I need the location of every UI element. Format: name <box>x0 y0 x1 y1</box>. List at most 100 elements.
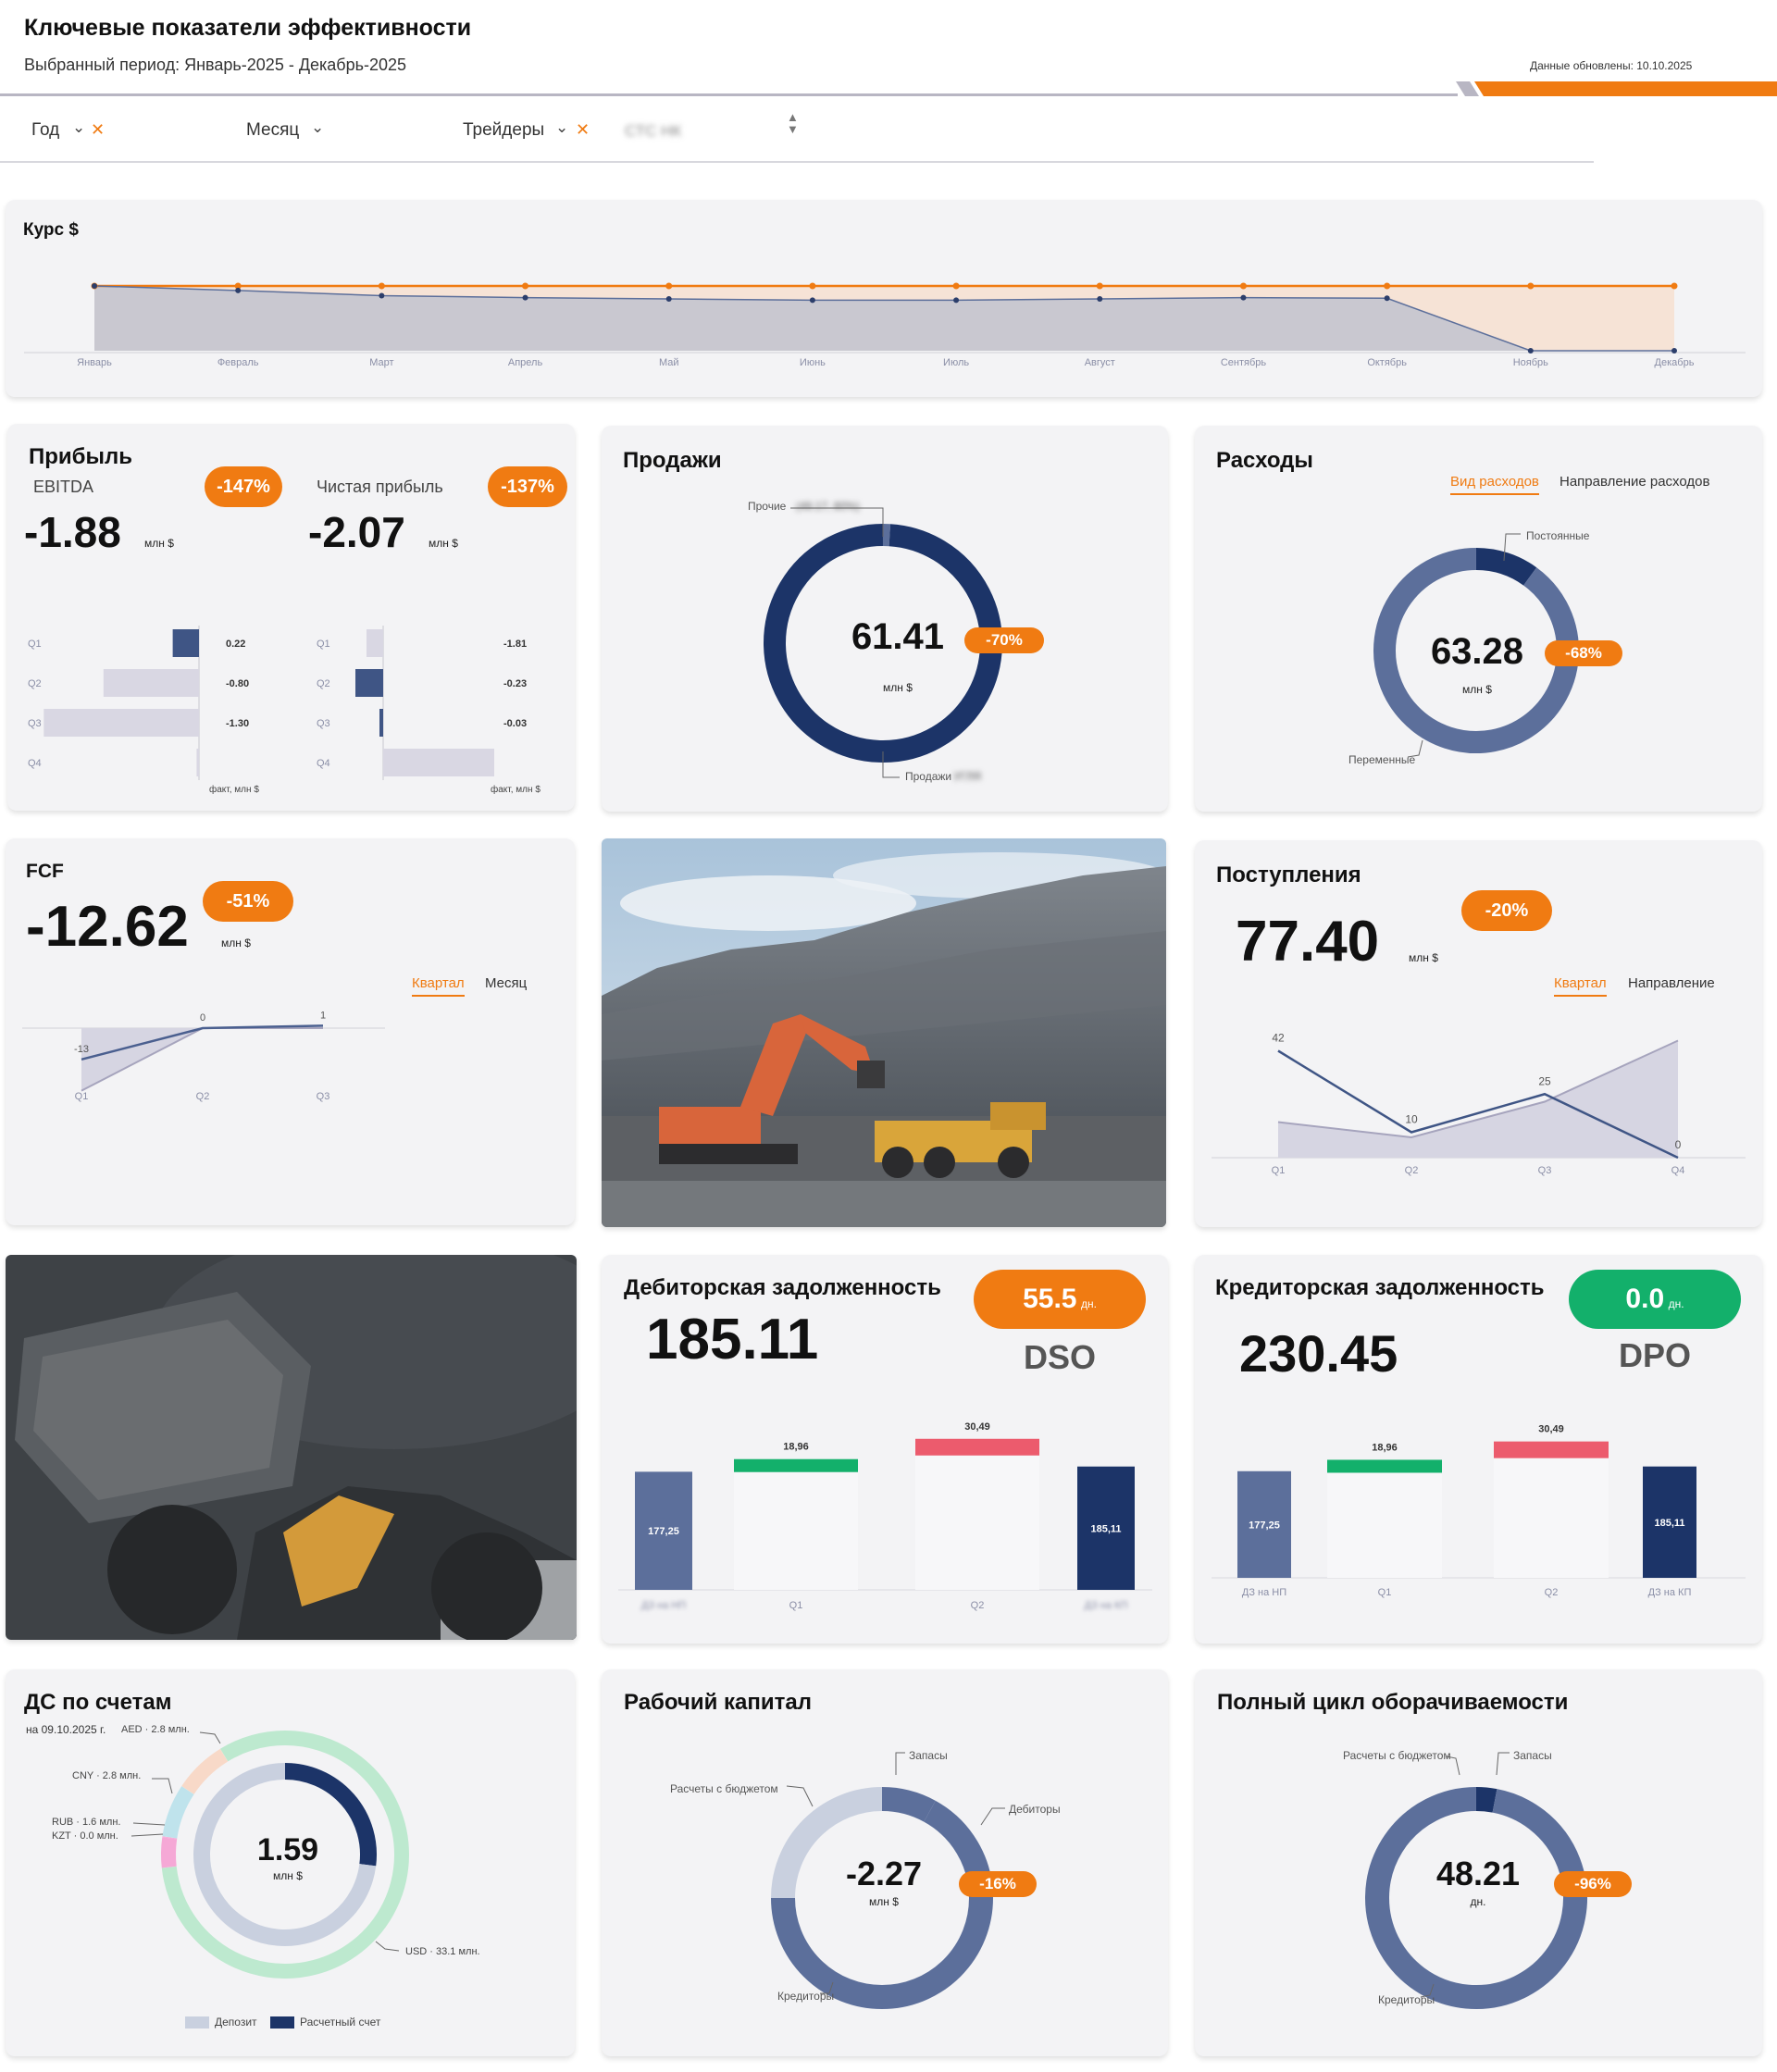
month-tick-label: Февраль <box>217 357 259 368</box>
excavator-illustration <box>602 838 1166 1227</box>
dpo-unit: дн. <box>1668 1297 1684 1310</box>
label-leader <box>882 751 900 778</box>
cycle-label-budget: Расчеты с бюджетом <box>1343 1749 1451 1762</box>
waterfall-bar-value: 185,11 <box>1654 1518 1684 1529</box>
expenses-label-constant: Постоянные <box>1526 529 1590 542</box>
ebitda-label: EBITDA <box>33 478 94 496</box>
fact-area <box>94 286 1674 351</box>
receipts-change-badge: -20% <box>1461 890 1552 931</box>
net-profit-bar-value: -0.23 <box>503 678 527 689</box>
cash-account-slice <box>284 1763 377 1867</box>
chevron-down-icon[interactable]: ⌄ <box>311 118 325 136</box>
plan-area <box>1278 1040 1678 1158</box>
waterfall-bar-value: 185,11 <box>1090 1523 1121 1534</box>
quarter-label: Q3 <box>28 718 42 729</box>
exchange-rate-card: Курс $ Январь Февраль Март Апрель Май Июнь Июл… <box>6 200 1762 397</box>
exchange-rate-chart: Январь Февраль Март Апрель Май Июнь Июль Август… <box>24 282 1746 368</box>
label-leader <box>786 1785 814 1807</box>
label-leader <box>152 1778 173 1794</box>
wc-slice <box>771 1787 883 1899</box>
cash-currency-slice <box>162 1786 194 1839</box>
filter-traders[interactable]: Трейдеры ⌄ ✕ СТС НК ▲ ▼ <box>463 111 814 146</box>
ebitda-bar <box>103 669 199 697</box>
expenses-card: Расходы Вид расходов Направление расходо… <box>1195 426 1762 812</box>
plan-point <box>234 282 242 290</box>
receipts-chart: 42 10 25 0 Q1 Q2 Q3 Q4 <box>1212 1032 1746 1176</box>
tab-receipts-quarter[interactable]: Квартал <box>1554 975 1607 997</box>
net-profit-bar-value: -0.03 <box>503 718 527 729</box>
waterfall-bar-value: 18,96 <box>783 1442 809 1453</box>
wc-slice <box>771 1897 993 2009</box>
tab-expense-direction[interactable]: Направление расходов <box>1560 474 1710 490</box>
label-leader <box>375 1941 400 1952</box>
card-title: Полный цикл оборачиваемости <box>1217 1690 1569 1715</box>
plan-area <box>81 1028 323 1091</box>
selected-period: Выбранный период: Январь-2025 - Декабрь-… <box>24 56 407 74</box>
tab-fcf-quarter[interactable]: Квартал <box>412 975 465 997</box>
net-profit-value: -2.07 <box>308 508 405 556</box>
ebitda-value: -1.88 <box>24 508 121 556</box>
chevron-down-icon[interactable]: ⌄ <box>72 118 86 136</box>
plan-point <box>1527 282 1535 290</box>
sales-label-sales: Продажи <box>905 770 952 783</box>
fcf-unit: млн $ <box>221 937 251 949</box>
tab-expense-type[interactable]: Вид расходов <box>1450 474 1539 495</box>
fcf-chart: -13 0 1 Q1 Q2 Q3 <box>22 1010 385 1102</box>
receipts-point-label: 25 <box>1538 1074 1551 1087</box>
working-capital-unit: млн $ <box>869 1895 899 1908</box>
ebitda-bar <box>43 709 199 737</box>
label-leader <box>980 1807 1005 1826</box>
fact-point <box>92 283 97 289</box>
dso-unit: дн. <box>1080 1297 1097 1310</box>
receivables-card: Дебиторская задолженность 185.11 55.5 дн… <box>602 1255 1168 1644</box>
fact-point <box>1097 296 1103 302</box>
clear-year-icon[interactable]: ✕ <box>91 120 106 139</box>
sales-change-badge: -70% <box>964 627 1044 653</box>
tab-fcf-month[interactable]: Месяц <box>485 975 528 991</box>
waterfall-category-label: Q1 <box>789 1600 803 1611</box>
sales-value: 61.41 <box>851 616 945 657</box>
label-leader <box>895 1752 905 1775</box>
card-title: Прибыль <box>29 444 132 469</box>
receipts-point-label: 0 <box>1675 1138 1682 1151</box>
ebitda-unit: млн $ <box>144 537 174 550</box>
waterfall-category-label: Q2 <box>1545 1587 1559 1598</box>
clear-traders-icon[interactable]: ✕ <box>576 120 590 139</box>
tab-receipts-direction[interactable]: Направление <box>1628 975 1715 991</box>
waterfall-bar <box>1237 1470 1291 1578</box>
legend-deposit: Депозит <box>185 2016 257 2029</box>
plan-point <box>1239 282 1247 290</box>
cycle-change-badge: -96% <box>1554 1871 1632 1897</box>
waterfall-category-label: ДЗ на НП <box>641 1600 686 1611</box>
chevron-down-icon[interactable]: ⌄ <box>555 118 569 136</box>
dso-badge: 55.5 дн. <box>974 1270 1146 1329</box>
filter-divider <box>0 161 1594 163</box>
filter-year[interactable]: Год ⌄ ✕ <box>31 118 115 146</box>
ebitda-bar-value: -1.30 <box>226 718 249 729</box>
ebitda-change-badge: -147% <box>205 466 282 507</box>
label-leader <box>1503 533 1521 562</box>
sort-icon[interactable]: ▲ ▼ <box>787 110 799 136</box>
turnover-cycle-card: Полный цикл оборачиваемости 48.21 дн. -9… <box>1195 1669 1762 2056</box>
label-leader <box>1407 739 1423 758</box>
filter-month[interactable]: Месяц ⌄ <box>246 118 339 146</box>
month-tick-label: Май <box>659 357 679 368</box>
waterfall-gap <box>915 1455 1039 1590</box>
cash-currency-slice <box>181 1748 229 1795</box>
fact-line <box>93 285 1674 352</box>
payables-card: Кредиторская задолженность 230.45 0.0 дн… <box>1195 1255 1762 1644</box>
label-leader <box>790 507 884 537</box>
label-leader <box>820 1981 834 1994</box>
legend-deposit-swatch <box>185 2016 209 2029</box>
cash-currency-slice <box>161 1731 409 1979</box>
fcf-card: FCF -12.62 млн $ -51% Квартал Месяц -13 0… <box>6 838 575 1225</box>
legend-deposit-label: Депозит <box>215 2016 257 2029</box>
fcf-point-label: 1 <box>320 1010 326 1021</box>
expenses-unit: млн $ <box>1462 683 1492 696</box>
waterfall-bar-value: 177,25 <box>648 1526 679 1537</box>
month-tick-label: Октябрь <box>1367 357 1407 368</box>
fact-line <box>1277 1049 1679 1160</box>
waterfall-bar <box>1494 1441 1609 1458</box>
fact-point <box>953 297 960 304</box>
quarter-label: Q4 <box>28 758 42 769</box>
